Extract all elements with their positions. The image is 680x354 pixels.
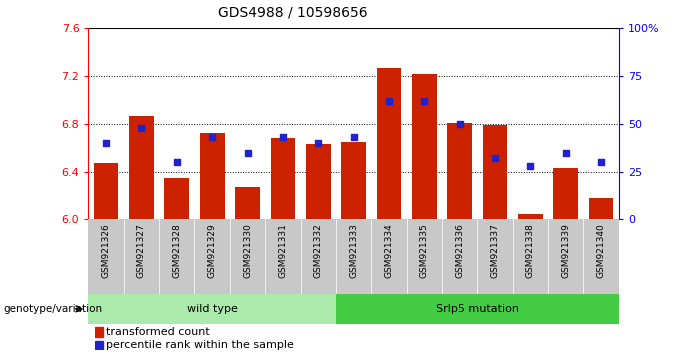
Point	[242, 150, 253, 155]
Point	[136, 125, 147, 131]
Bar	[306, 144, 330, 219]
Bar	[583, 219, 619, 294]
Point	[171, 159, 182, 165]
Bar	[124, 219, 159, 294]
Text: GSM921337: GSM921337	[490, 223, 500, 278]
Text: genotype/variation: genotype/variation	[3, 304, 103, 314]
Bar	[554, 168, 578, 219]
Point	[101, 140, 112, 146]
Text: GSM921340: GSM921340	[596, 223, 606, 278]
Bar	[336, 219, 371, 294]
Bar	[513, 219, 548, 294]
Text: GSM921335: GSM921335	[420, 223, 429, 278]
Bar	[371, 219, 407, 294]
Bar	[407, 219, 442, 294]
Text: GSM921334: GSM921334	[384, 223, 394, 278]
Bar	[589, 198, 613, 219]
Bar	[194, 219, 230, 294]
Text: GSM921331: GSM921331	[278, 223, 288, 278]
Bar	[442, 219, 477, 294]
Bar	[165, 178, 189, 219]
Point	[419, 98, 430, 104]
Point	[596, 159, 607, 165]
Text: GSM921329: GSM921329	[207, 223, 217, 278]
Text: wild type: wild type	[187, 304, 237, 314]
Bar	[94, 163, 118, 219]
Bar	[483, 125, 507, 219]
Point	[277, 135, 288, 140]
Bar	[377, 68, 401, 219]
Point	[348, 135, 359, 140]
Text: GSM921326: GSM921326	[101, 223, 111, 278]
Text: GSM921327: GSM921327	[137, 223, 146, 278]
Bar	[95, 341, 103, 349]
Bar	[341, 142, 366, 219]
Bar	[336, 294, 619, 324]
Point	[207, 135, 218, 140]
Text: GSM921336: GSM921336	[455, 223, 464, 278]
Bar	[301, 219, 336, 294]
Bar	[518, 213, 543, 219]
Bar	[230, 219, 265, 294]
Text: GSM921330: GSM921330	[243, 223, 252, 278]
Bar	[447, 123, 472, 219]
Point	[384, 98, 394, 104]
Bar	[200, 133, 224, 219]
Text: Srlp5 mutation: Srlp5 mutation	[436, 304, 519, 314]
Bar	[129, 115, 154, 219]
Bar	[95, 327, 103, 337]
Text: GSM921338: GSM921338	[526, 223, 535, 278]
Point	[490, 155, 500, 161]
Bar	[265, 219, 301, 294]
Text: GDS4988 / 10598656: GDS4988 / 10598656	[218, 5, 367, 19]
Bar	[88, 219, 124, 294]
Bar	[412, 74, 437, 219]
Text: GSM921332: GSM921332	[313, 223, 323, 278]
Point	[313, 140, 324, 146]
Bar	[548, 219, 583, 294]
Text: GSM921333: GSM921333	[349, 223, 358, 278]
Bar	[477, 219, 513, 294]
Bar	[159, 219, 194, 294]
Text: percentile rank within the sample: percentile rank within the sample	[106, 340, 294, 350]
Text: GSM921328: GSM921328	[172, 223, 182, 278]
Point	[525, 163, 536, 169]
Point	[454, 121, 465, 127]
Bar	[88, 294, 336, 324]
Text: GSM921339: GSM921339	[561, 223, 571, 278]
Text: transformed count: transformed count	[106, 327, 210, 337]
Bar	[235, 187, 260, 219]
Point	[560, 150, 571, 155]
Bar	[271, 138, 295, 219]
